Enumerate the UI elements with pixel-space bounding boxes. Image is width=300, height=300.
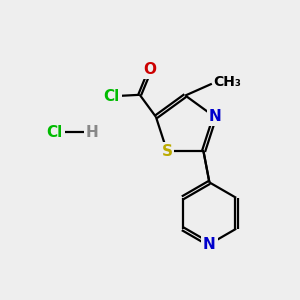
Text: H: H <box>85 125 98 140</box>
Text: S: S <box>162 144 173 159</box>
Text: N: N <box>203 237 216 252</box>
Text: O: O <box>143 62 157 77</box>
Text: Cl: Cl <box>46 125 62 140</box>
Text: CH₃: CH₃ <box>213 75 241 89</box>
Text: Cl: Cl <box>103 89 120 104</box>
Text: N: N <box>208 110 221 124</box>
